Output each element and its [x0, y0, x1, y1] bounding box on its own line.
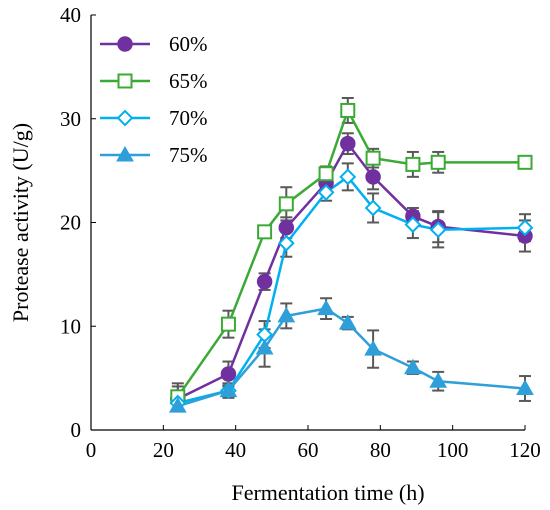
- data-point: [516, 379, 534, 395]
- y-axis-title: Protease activity (U/g): [8, 123, 33, 322]
- data-point: [364, 340, 382, 356]
- data-point: [255, 339, 274, 355]
- data-point: [340, 102, 356, 118]
- data-point: [317, 299, 335, 316]
- x-tick-label: 40: [225, 438, 246, 462]
- data-point: [365, 150, 381, 166]
- x-tick-label: 120: [509, 438, 541, 462]
- legend-marker: [116, 109, 134, 127]
- data-point: [317, 183, 335, 201]
- data-point: [430, 154, 446, 170]
- data-point: [405, 156, 421, 172]
- data-point: [516, 219, 534, 237]
- data-point: [220, 316, 236, 332]
- data-point: [257, 224, 273, 240]
- series-line: [176, 107, 525, 398]
- y-tick-label: 0: [71, 418, 82, 442]
- data-point: [340, 135, 356, 152]
- y-tick-label: 10: [60, 314, 81, 338]
- legend-label: 65%: [169, 69, 208, 93]
- data-point: [429, 221, 447, 239]
- data-point: [278, 219, 295, 236]
- data-point: [517, 154, 533, 170]
- x-tick-label: 60: [298, 438, 319, 462]
- data-point: [277, 234, 295, 252]
- x-axis-title: Fermentation time (h): [231, 480, 424, 505]
- y-tick-label: 30: [60, 107, 81, 131]
- legend-item: 75%: [100, 143, 208, 167]
- data-point: [318, 166, 334, 182]
- axes: 0 20 40 60 80 100 120 0 10 20 30 40: [60, 3, 541, 462]
- data-point: [220, 366, 237, 382]
- series-lines: [176, 107, 526, 408]
- x-tick-label: 0: [86, 438, 97, 462]
- legend-item: 70%: [100, 106, 208, 130]
- series-line: [177, 141, 526, 400]
- data-point: [339, 168, 357, 186]
- data-point: [278, 196, 294, 212]
- legend-label: 70%: [169, 106, 208, 130]
- data-point: [338, 314, 357, 330]
- legend: 60% 65% 70% 75%: [100, 32, 208, 167]
- data-point: [256, 273, 273, 290]
- data-point: [365, 169, 381, 185]
- series-line: [177, 307, 526, 408]
- x-tick-label: 100: [437, 438, 469, 462]
- data-point: [404, 358, 422, 375]
- y-tick-label: 20: [60, 211, 81, 235]
- series-markers: [168, 102, 534, 413]
- data-point: [404, 216, 422, 233]
- data-point: [429, 372, 448, 388]
- y-tick-label: 40: [60, 3, 81, 27]
- data-point: [219, 381, 238, 398]
- series-line: [177, 175, 526, 405]
- legend-label: 75%: [169, 143, 208, 167]
- data-point: [364, 199, 382, 217]
- x-tick-label: 20: [153, 438, 174, 462]
- legend-marker: [116, 145, 134, 162]
- legend-marker: [117, 36, 133, 52]
- legend-marker: [117, 73, 133, 89]
- legend-item: 65%: [100, 69, 208, 93]
- x-tick-label: 80: [370, 438, 391, 462]
- data-point: [168, 397, 187, 413]
- data-point: [277, 306, 296, 323]
- legend-label: 60%: [169, 32, 208, 56]
- legend-item: 60%: [100, 32, 208, 56]
